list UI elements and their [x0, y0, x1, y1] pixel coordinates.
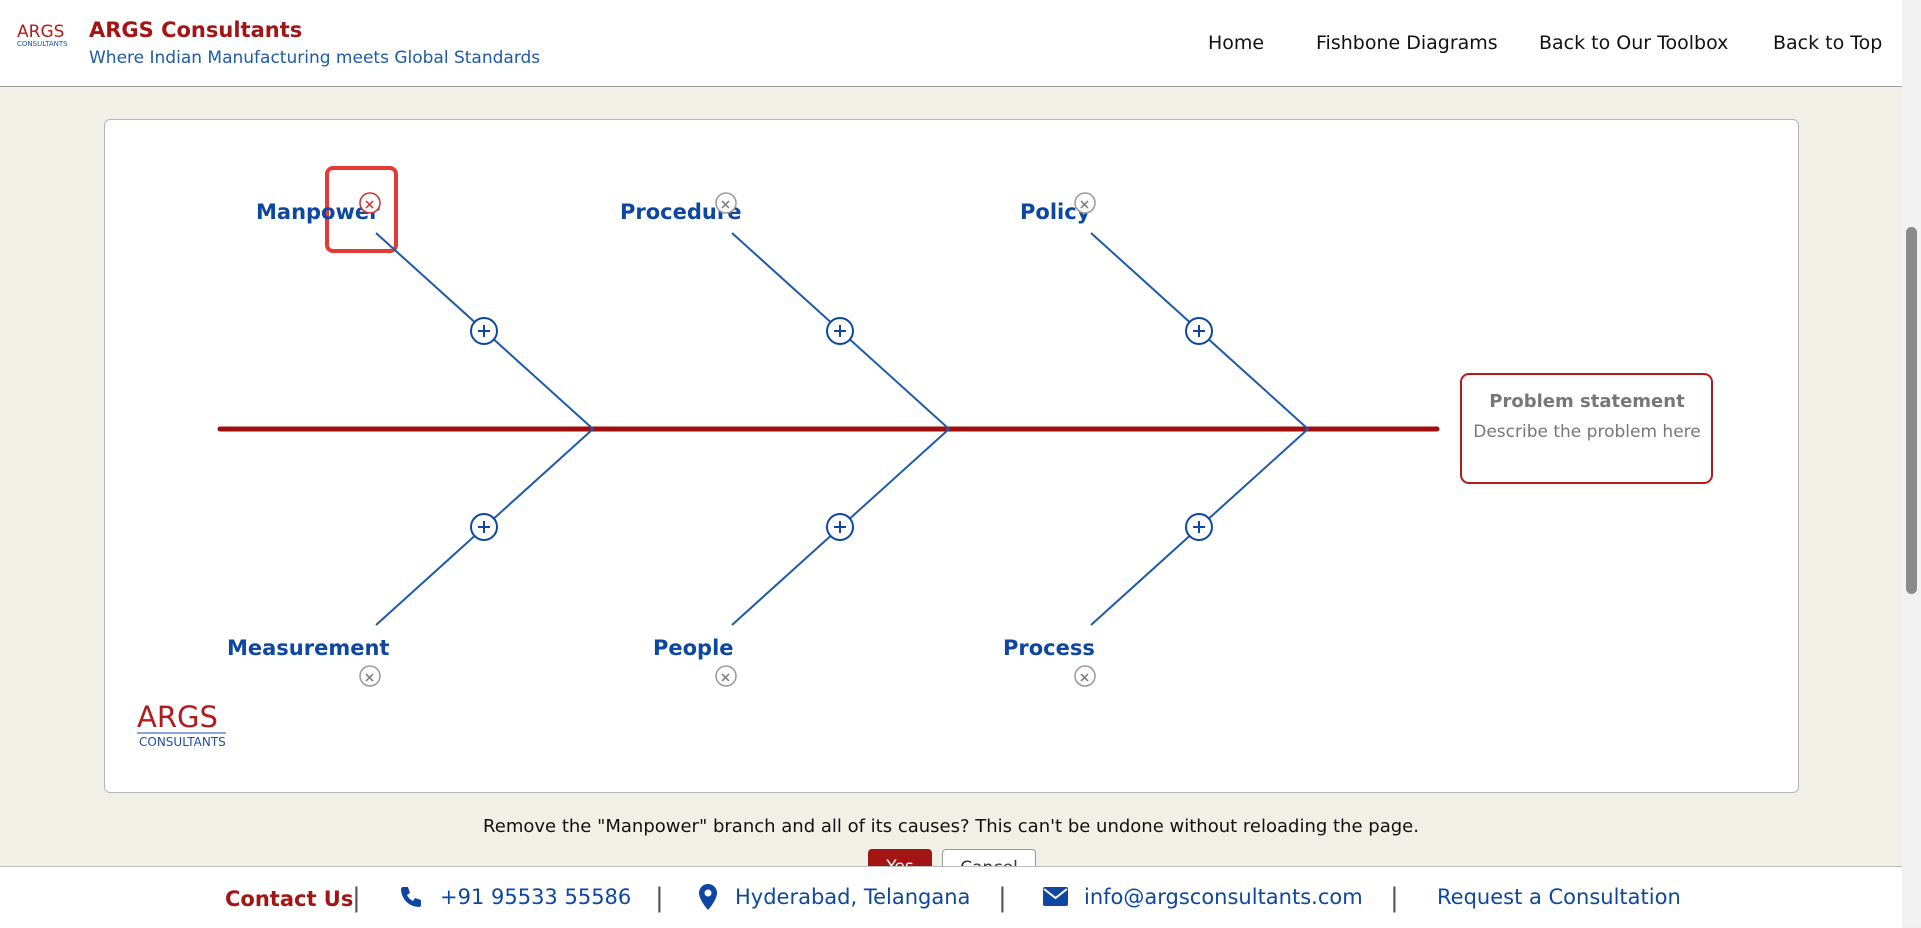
branch-label[interactable]: Process [1003, 636, 1095, 660]
plus-icon [478, 521, 490, 533]
nav-link[interactable]: Home [1208, 32, 1265, 54]
x-icon [721, 673, 730, 682]
plus-icon [834, 325, 846, 337]
problem-box[interactable] [1460, 373, 1713, 484]
plus-icon [1193, 521, 1205, 533]
plus-icon [834, 521, 846, 533]
x-icon [1080, 673, 1089, 682]
nav-link[interactable]: Back to Our Toolbox [1539, 32, 1729, 54]
mail-icon [1043, 887, 1068, 906]
separator: | [352, 883, 361, 913]
problem-title: Problem statement [1489, 391, 1685, 412]
x-icon [1080, 200, 1089, 209]
phone[interactable]: +91 95533 55586 [440, 885, 632, 909]
logo-sub: CONSULTANTS [17, 40, 68, 48]
separator: | [1390, 883, 1399, 913]
confirm-message: Remove the "Manpower" branch and all of … [483, 816, 1419, 837]
watermark-sub: CONSULTANTS [139, 735, 226, 749]
plus-icon [478, 325, 490, 337]
plus-icon [1193, 325, 1205, 337]
scrollbar[interactable] [1902, 0, 1921, 927]
separator: | [655, 883, 664, 913]
contact-heading: Contact Us [225, 887, 354, 911]
header: ARGS CONSULTANTS ARGS Consultants Where … [0, 0, 1902, 87]
request-link[interactable]: Request a Consultation [1437, 885, 1681, 909]
scroll-thumb[interactable] [1906, 227, 1917, 594]
email[interactable]: info@argsconsultants.com [1084, 885, 1363, 909]
nav-link[interactable]: Fishbone Diagrams [1316, 32, 1498, 54]
watermark: ARGS [137, 700, 218, 734]
problem-placeholder[interactable]: Describe the problem here [1473, 422, 1700, 442]
site-title[interactable]: ARGS Consultants [89, 18, 303, 42]
x-icon [365, 673, 374, 682]
x-icon [365, 200, 374, 209]
footer: Contact Us | +91 95533 55586 | Hyderabad… [0, 866, 1902, 928]
x-icon [721, 200, 730, 209]
branch-label[interactable]: Measurement [227, 636, 389, 660]
phone-icon [401, 887, 421, 907]
highlight-box [325, 166, 398, 253]
logo-text: ARGS [17, 22, 65, 42]
nav-link[interactable]: Back to Top [1773, 32, 1883, 54]
separator: | [998, 883, 1007, 913]
branch-label[interactable]: People [653, 636, 734, 660]
site-subtitle: Where Indian Manufacturing meets Global … [89, 48, 541, 68]
location: Hyderabad, Telangana [735, 885, 971, 909]
location-icon [699, 884, 717, 910]
